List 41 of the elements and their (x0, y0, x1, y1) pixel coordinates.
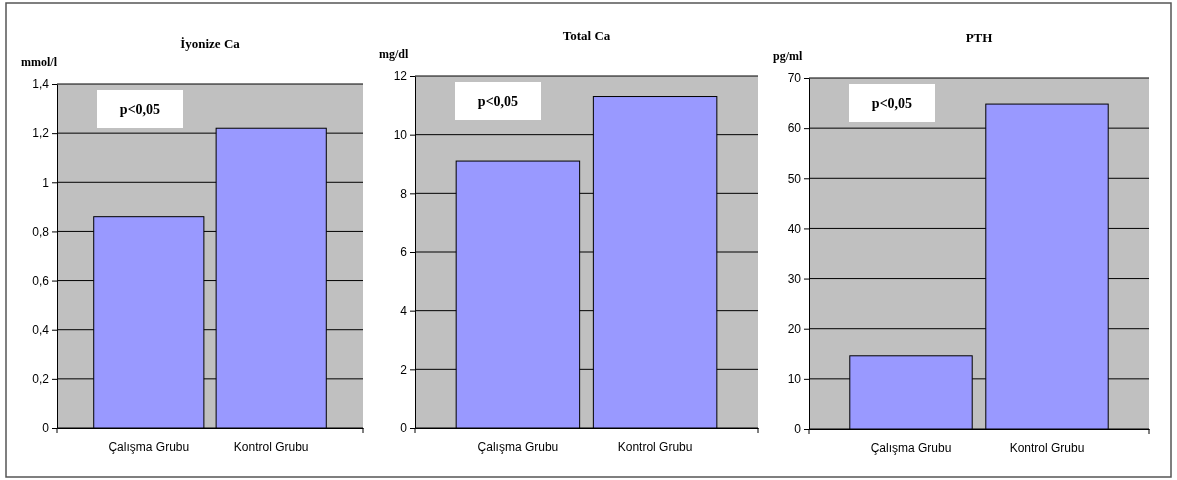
chart-title: PTH (965, 30, 993, 45)
y-tick-label: 4 (400, 304, 408, 319)
y-tick-label: 0 (42, 421, 50, 436)
y-tick-label: 30 (787, 271, 802, 286)
chart-title: Total Ca (562, 28, 611, 43)
y-tick-label: 10 (787, 372, 802, 387)
y-tick-label: 60 (787, 121, 802, 136)
y-tick-label: 0,6 (32, 273, 50, 288)
y-tick-label: 50 (787, 171, 802, 186)
y-tick-label: 40 (787, 221, 802, 236)
note-box: p<0,05 (849, 84, 935, 122)
y-axis-title: mmol/l (21, 55, 58, 69)
y-axis-title: pg/ml (773, 49, 803, 63)
chart-title: İyonize Ca (180, 36, 241, 51)
x-tick-label: Kontrol Grubu (233, 439, 309, 454)
y-tick-label: 0,2 (32, 372, 50, 387)
y-tick-label: 20 (787, 322, 802, 337)
y-tick-label: 0,8 (32, 224, 50, 239)
y-tick-label: 6 (400, 245, 408, 260)
y-tick-label: 8 (400, 186, 408, 201)
y-tick-label: 12 (393, 69, 408, 84)
annotation: p<0,05 (477, 94, 519, 109)
y-tick-label: 70 (787, 71, 802, 86)
note-box: p<0,05 (455, 82, 541, 120)
x-tick-label: Çalışma Grubu (108, 439, 190, 454)
y-tick-label: 2 (400, 362, 408, 377)
y-tick-label: 0,4 (32, 323, 50, 338)
y-tick-label: 10 (393, 128, 408, 143)
y-tick-label: 0 (400, 421, 408, 436)
y-axis-title: mg/dl (379, 47, 409, 61)
x-tick-label: Çalışma Grubu (870, 440, 952, 455)
x-tick-label: Kontrol Grubu (1009, 440, 1085, 455)
y-tick-label: 0 (794, 422, 802, 437)
y-tick-label: 1,4 (32, 77, 50, 92)
y-tick-label: 1 (42, 175, 50, 190)
annotation: p<0,05 (871, 96, 913, 111)
x-tick-label: Çalışma Grubu (477, 439, 559, 454)
note-box: p<0,05 (97, 90, 183, 128)
x-tick-label: Kontrol Grubu (617, 439, 693, 454)
y-tick-label: 1,2 (32, 126, 50, 141)
annotation: p<0,05 (119, 102, 161, 117)
